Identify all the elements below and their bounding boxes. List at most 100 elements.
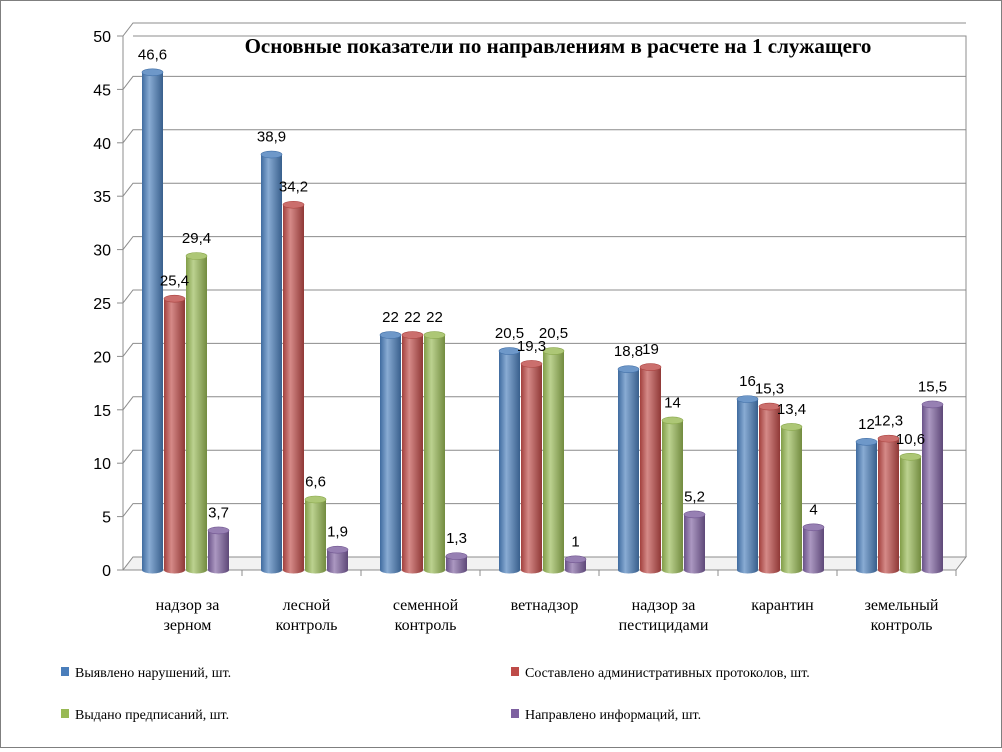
category-label: лесной контроль (276, 597, 338, 634)
category-label: надзор за пестицидами (619, 597, 709, 634)
legend-label: Составлено административных протоколов, … (525, 666, 810, 681)
gridline (122, 129, 966, 144)
legend: Выявлено нарушений, шт. Составлено админи… (61, 666, 810, 723)
y-tick-label: 15 (93, 403, 111, 420)
bar (520, 360, 543, 574)
bar (661, 416, 684, 574)
y-tick-label: 0 (102, 563, 111, 580)
data-label: 13,4 (777, 401, 806, 418)
gridline (122, 342, 966, 357)
data-label: 1,9 (327, 524, 348, 541)
bar (683, 510, 706, 574)
legend-swatch (61, 709, 69, 718)
bar (564, 555, 587, 574)
gridline (122, 236, 966, 250)
category-label: карантин (751, 597, 814, 614)
bar (163, 294, 186, 574)
data-label: 15,3 (755, 381, 784, 398)
data-label: 3,7 (208, 504, 229, 521)
bar (899, 452, 922, 574)
data-label: 6,6 (305, 474, 326, 491)
bar (498, 347, 521, 574)
legend-item: Выявлено нарушений, шт. (61, 666, 231, 681)
category-label: надзор за зерном (156, 597, 220, 634)
bar (260, 150, 283, 574)
bar (401, 331, 424, 574)
data-label: 34,2 (279, 179, 308, 196)
bar (282, 200, 305, 574)
data-label: 22 (382, 309, 399, 326)
bars (141, 68, 944, 574)
bar (207, 526, 230, 574)
category-labels: надзор за зерном лесной контроль семенной кон… (156, 597, 939, 634)
category-label: семенной контроль (393, 597, 459, 634)
category-label: земельный контроль (865, 597, 939, 634)
bar (736, 395, 759, 574)
gridline (122, 449, 966, 464)
gridline (122, 503, 966, 517)
data-label: 12,3 (874, 413, 903, 430)
y-tick-label: 20 (93, 349, 111, 366)
y-tick-label: 45 (93, 82, 111, 99)
gridline (122, 22, 966, 37)
bar (855, 438, 878, 574)
data-label: 19,3 (517, 338, 546, 355)
y-tick-label: 25 (93, 296, 111, 313)
data-labels: 46,6 25,4 29,4 3,7 38,9 34,2 6,6 1,9 22 22 22 1,3 20… (138, 46, 947, 550)
bar (877, 434, 900, 574)
data-label: 19 (642, 341, 659, 358)
data-label: 18,8 (614, 343, 643, 360)
bar (758, 402, 781, 574)
bar (423, 331, 446, 574)
data-label: 25,4 (160, 273, 189, 290)
bar (445, 552, 468, 574)
bar (542, 347, 565, 574)
data-label: 5,2 (684, 488, 705, 505)
bar (639, 363, 662, 574)
data-label: 4 (809, 501, 817, 518)
legend-item: Выдано предписаний, шт. (61, 708, 229, 723)
legend-item: Направлено информаций, шт. (511, 708, 701, 723)
y-tick-label: 50 (93, 29, 111, 46)
gridline (122, 396, 966, 411)
data-label: 1,3 (446, 530, 467, 547)
data-label: 22 (426, 309, 443, 326)
data-label: 12 (858, 416, 875, 433)
bar (780, 423, 803, 574)
data-label: 10,6 (896, 431, 925, 448)
data-label: 16 (739, 373, 756, 390)
y-tick-label: 10 (93, 456, 111, 473)
data-label: 22 (404, 309, 421, 326)
bar (185, 252, 208, 574)
bar (921, 400, 944, 574)
y-tick-label: 5 (102, 510, 111, 527)
data-label: 29,4 (182, 230, 211, 247)
data-label: 38,9 (257, 129, 286, 146)
y-tick-label: 35 (93, 189, 111, 206)
data-label: 1 (571, 533, 579, 550)
gridline (122, 182, 966, 197)
legend-swatch (511, 709, 519, 718)
legend-label: Выдано предписаний, шт. (75, 708, 229, 723)
bar (617, 365, 640, 574)
data-label: 20,5 (495, 325, 524, 342)
legend-swatch (61, 667, 69, 676)
bar (379, 331, 402, 574)
data-label: 14 (664, 394, 681, 411)
legend-swatch (511, 667, 519, 676)
data-label: 15,5 (918, 378, 947, 395)
y-tick-label: 30 (93, 243, 111, 260)
legend-item: Составлено административных протоколов, … (511, 666, 810, 681)
gridline (122, 289, 966, 304)
chart-title: Основные показатели по направлениям в ра… (245, 34, 872, 58)
data-label: 46,6 (138, 46, 167, 63)
bar (141, 68, 164, 574)
bar (326, 545, 349, 574)
legend-label: Выявлено нарушений, шт. (75, 666, 231, 681)
bar (802, 523, 825, 574)
y-tick-labels: 0 5 10 15 20 25 30 35 40 45 50 (93, 29, 111, 580)
category-label: ветнадзор (511, 597, 579, 614)
y-tick-label: 40 (93, 136, 111, 153)
